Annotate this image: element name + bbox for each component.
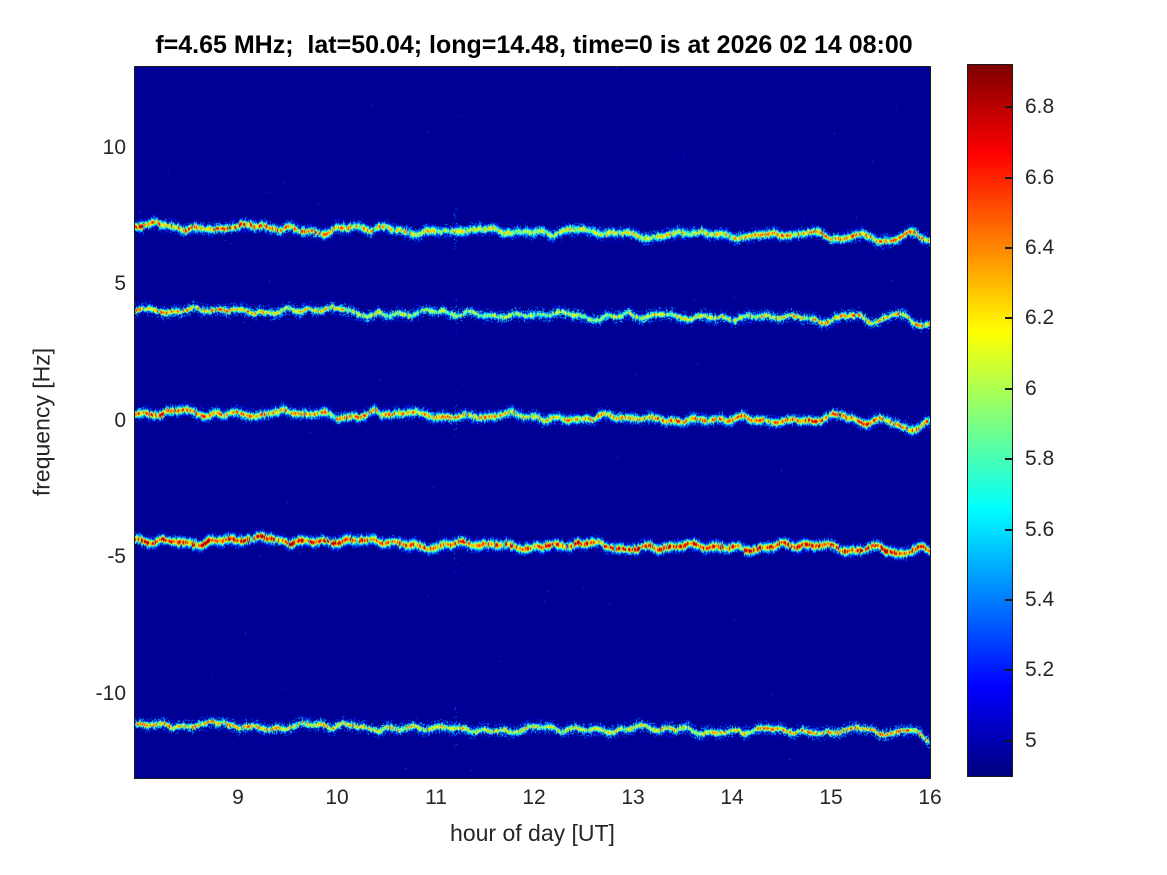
colorbar-tick-label: 5.4 bbox=[1025, 588, 1055, 611]
y-tick-label: 5 bbox=[114, 272, 126, 295]
x-tick-label: 9 bbox=[232, 786, 244, 809]
x-tick-label: 12 bbox=[522, 786, 546, 809]
x-tick-label: 16 bbox=[918, 786, 942, 809]
colorbar-tick-label: 6.2 bbox=[1025, 306, 1055, 329]
colorbar-tick-label: 6.6 bbox=[1025, 166, 1055, 189]
x-tick-label: 11 bbox=[425, 786, 447, 809]
y-tick-label: 0 bbox=[114, 409, 126, 432]
colorbar-tick-label: 6 bbox=[1025, 377, 1037, 400]
colorbar-tick-label: 5 bbox=[1025, 729, 1037, 752]
colorbar-tickmark bbox=[1005, 529, 1012, 531]
colorbar-tick-label: 6.4 bbox=[1025, 236, 1055, 259]
x-axis-label: hour of day [UT] bbox=[450, 820, 615, 846]
colorbar-tickmark bbox=[1005, 669, 1012, 671]
colorbar-tickmark bbox=[1005, 247, 1012, 249]
figure-title: f=4.65 MHz; lat=50.04; long=14.48, time=… bbox=[155, 31, 913, 59]
colorbar-tickmark bbox=[1005, 317, 1012, 319]
spectrogram-canvas bbox=[135, 67, 930, 778]
colorbar-tick-label: 5.2 bbox=[1025, 658, 1055, 681]
plot-area bbox=[134, 66, 931, 779]
x-tick-label: 10 bbox=[325, 786, 349, 809]
colorbar-tick-label: 6.8 bbox=[1025, 95, 1055, 118]
x-tick-label: 13 bbox=[621, 786, 645, 809]
x-tick-label: 14 bbox=[720, 786, 744, 809]
colorbar-canvas bbox=[968, 65, 1012, 776]
colorbar-tick-label: 5.8 bbox=[1025, 447, 1055, 470]
colorbar-tickmark bbox=[1005, 177, 1012, 179]
y-tick-label: -10 bbox=[95, 682, 126, 705]
x-tick-label: 15 bbox=[819, 786, 843, 809]
colorbar-tickmark bbox=[1005, 106, 1012, 108]
colorbar-tickmark bbox=[1005, 388, 1012, 390]
colorbar-tickmark bbox=[1005, 740, 1012, 742]
y-tick-label: -5 bbox=[107, 545, 126, 568]
colorbar-tickmark bbox=[1005, 458, 1012, 460]
colorbar bbox=[967, 64, 1013, 777]
colorbar-tickmark bbox=[1005, 599, 1012, 601]
colorbar-tick-label: 5.6 bbox=[1025, 518, 1055, 541]
y-tick-label: 10 bbox=[102, 136, 126, 159]
